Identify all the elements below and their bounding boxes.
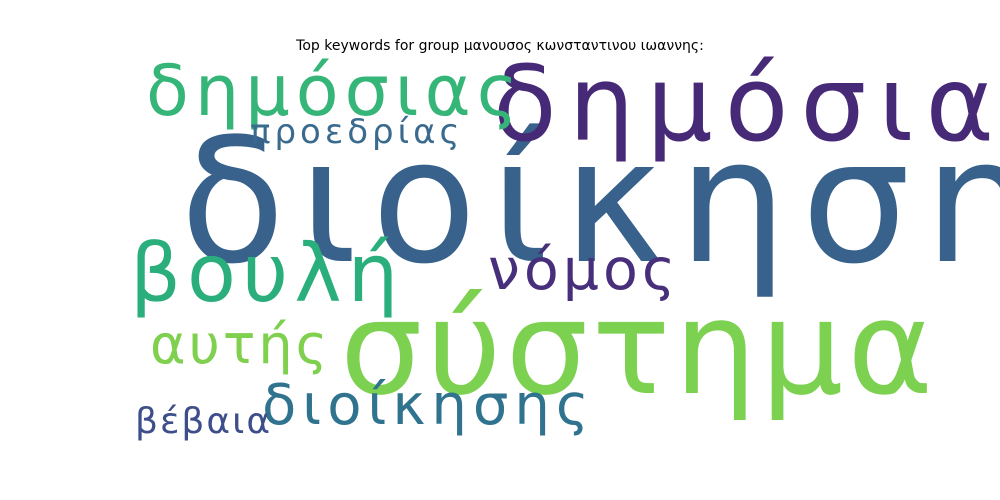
word-dioikisis: διοίκησης: [262, 373, 595, 438]
word-proedrias: προεδρίας: [250, 112, 464, 152]
word-aftis: αυτής: [150, 313, 331, 376]
word-vevaia: βέβαια: [135, 401, 273, 442]
word-dimosias: δημόσιας: [146, 50, 524, 132]
word-systima: σύστημα: [340, 272, 938, 424]
word-dimosia: δημόσια: [493, 43, 1000, 165]
chart-title: Top keywords for group μανουσος κωνσταντ…: [296, 38, 704, 54]
word-dioikisi: διοίκηση: [180, 101, 1000, 302]
word-nomos: νόμος: [488, 237, 680, 303]
word-vouli: βουλή: [130, 227, 405, 320]
